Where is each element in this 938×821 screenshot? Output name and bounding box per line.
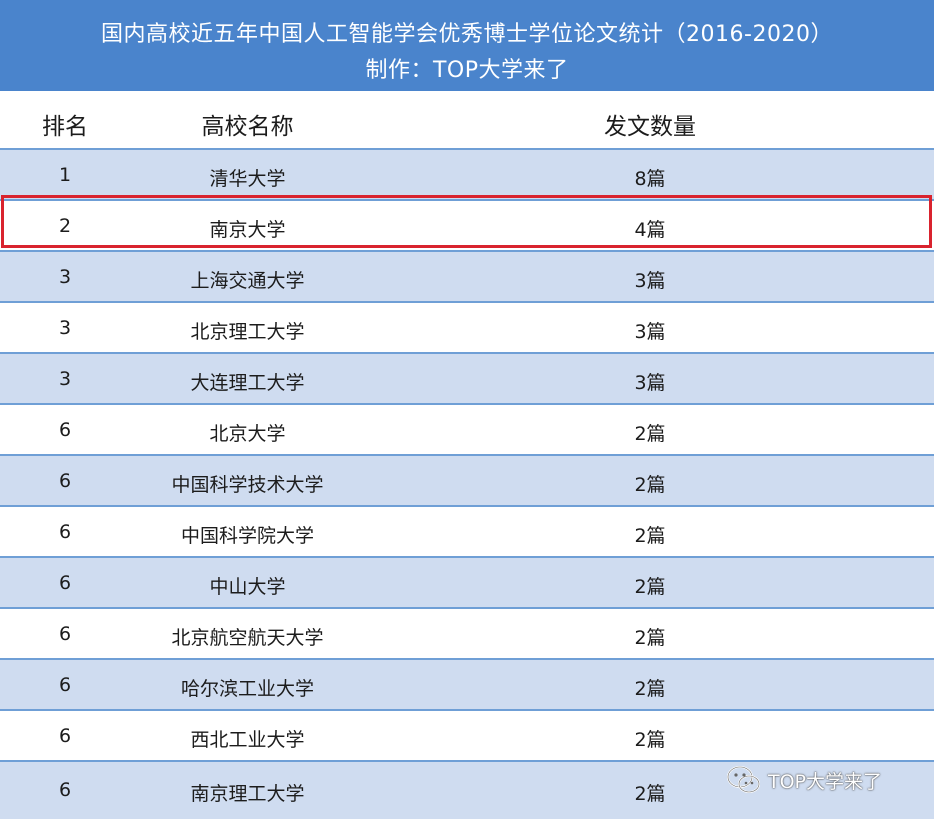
table-row: 6 中国科学技术大学 2篇 (0, 454, 934, 505)
page-edge (934, 0, 938, 821)
table-title: 国内高校近五年中国人工智能学会优秀博士学位论文统计（2016-2020） (101, 22, 833, 47)
table-row: 6 北京大学 2篇 (0, 403, 934, 454)
rank-cell: 6 (58, 623, 72, 645)
table-title-banner: 国内高校近五年中国人工智能学会优秀博士学位论文统计（2016-2020） 制作：… (0, 0, 934, 91)
university-cell: 北京大学 (209, 423, 286, 445)
university-cell: 南京理工大学 (190, 783, 305, 805)
rank-cell: 6 (58, 725, 72, 747)
table-row: 6 中山大学 2篇 (0, 556, 934, 607)
rank-cell: 6 (58, 779, 72, 801)
table-row: 3 上海交通大学 3篇 (0, 250, 934, 301)
table-header: 排名 高校名称 发文数量 (0, 92, 934, 148)
count-cell: 2篇 (634, 423, 666, 445)
count-cell: 8篇 (634, 168, 666, 190)
university-cell: 哈尔滨工业大学 (180, 678, 314, 700)
count-cell: 3篇 (634, 372, 666, 394)
header-paper-count: 发文数量 (604, 114, 696, 140)
rank-cell: 3 (58, 317, 72, 339)
header-university: 高校名称 (201, 114, 294, 140)
rank-cell: 1 (58, 164, 72, 186)
watermark-text: TOP大学来了 (768, 770, 883, 793)
table-row: 6 中国科学院大学 2篇 (0, 505, 934, 556)
university-cell: 上海交通大学 (190, 270, 305, 292)
count-cell: 2篇 (634, 474, 666, 496)
wechat-icon (726, 765, 762, 795)
university-cell: 清华大学 (209, 168, 286, 190)
count-cell: 2篇 (634, 525, 666, 547)
table-row: 6 北京航空航天大学 2篇 (0, 607, 934, 658)
university-cell: 北京理工大学 (190, 321, 305, 343)
rank-cell: 3 (58, 266, 72, 288)
table-row: 1 清华大学 8篇 (0, 148, 934, 199)
university-cell: 中国科学院大学 (180, 525, 314, 547)
watermark: TOP大学来了 (726, 764, 882, 796)
count-cell: 3篇 (634, 270, 666, 292)
table-credit: 制作：TOP大学来了 (365, 58, 569, 83)
university-cell: 中国科学技术大学 (171, 474, 324, 496)
rank-cell: 6 (58, 674, 72, 696)
count-cell: 2篇 (634, 783, 666, 805)
university-cell: 北京航空航天大学 (171, 627, 324, 649)
table-row: 6 西北工业大学 2篇 (0, 709, 934, 760)
university-cell: 大连理工大学 (190, 372, 305, 394)
rank-cell: 6 (58, 419, 72, 441)
table-row: 6 南京理工大学 2篇 (0, 760, 934, 819)
university-cell: 中山大学 (209, 576, 286, 598)
header-rank: 排名 (42, 114, 88, 140)
table-body: 1 清华大学 8篇 2 南京大学 4篇 3 上海交通大学 3篇 3 北京理工大学… (0, 148, 934, 819)
count-cell: 3篇 (634, 321, 666, 343)
rank-cell: 6 (58, 470, 72, 492)
count-cell: 2篇 (634, 576, 666, 598)
rank-cell: 2 (58, 215, 72, 237)
table-row: 2 南京大学 4篇 (0, 199, 934, 250)
table-row: 3 大连理工大学 3篇 (0, 352, 934, 403)
table-row: 3 北京理工大学 3篇 (0, 301, 934, 352)
university-cell: 西北工业大学 (190, 729, 305, 751)
rank-cell: 3 (58, 368, 72, 390)
count-cell: 4篇 (634, 219, 666, 241)
count-cell: 2篇 (634, 678, 666, 700)
university-cell: 南京大学 (209, 219, 286, 241)
rank-cell: 6 (58, 572, 72, 594)
count-cell: 2篇 (634, 627, 666, 649)
table-row: 6 哈尔滨工业大学 2篇 (0, 658, 934, 709)
rank-cell: 6 (58, 521, 72, 543)
count-cell: 2篇 (634, 729, 666, 751)
